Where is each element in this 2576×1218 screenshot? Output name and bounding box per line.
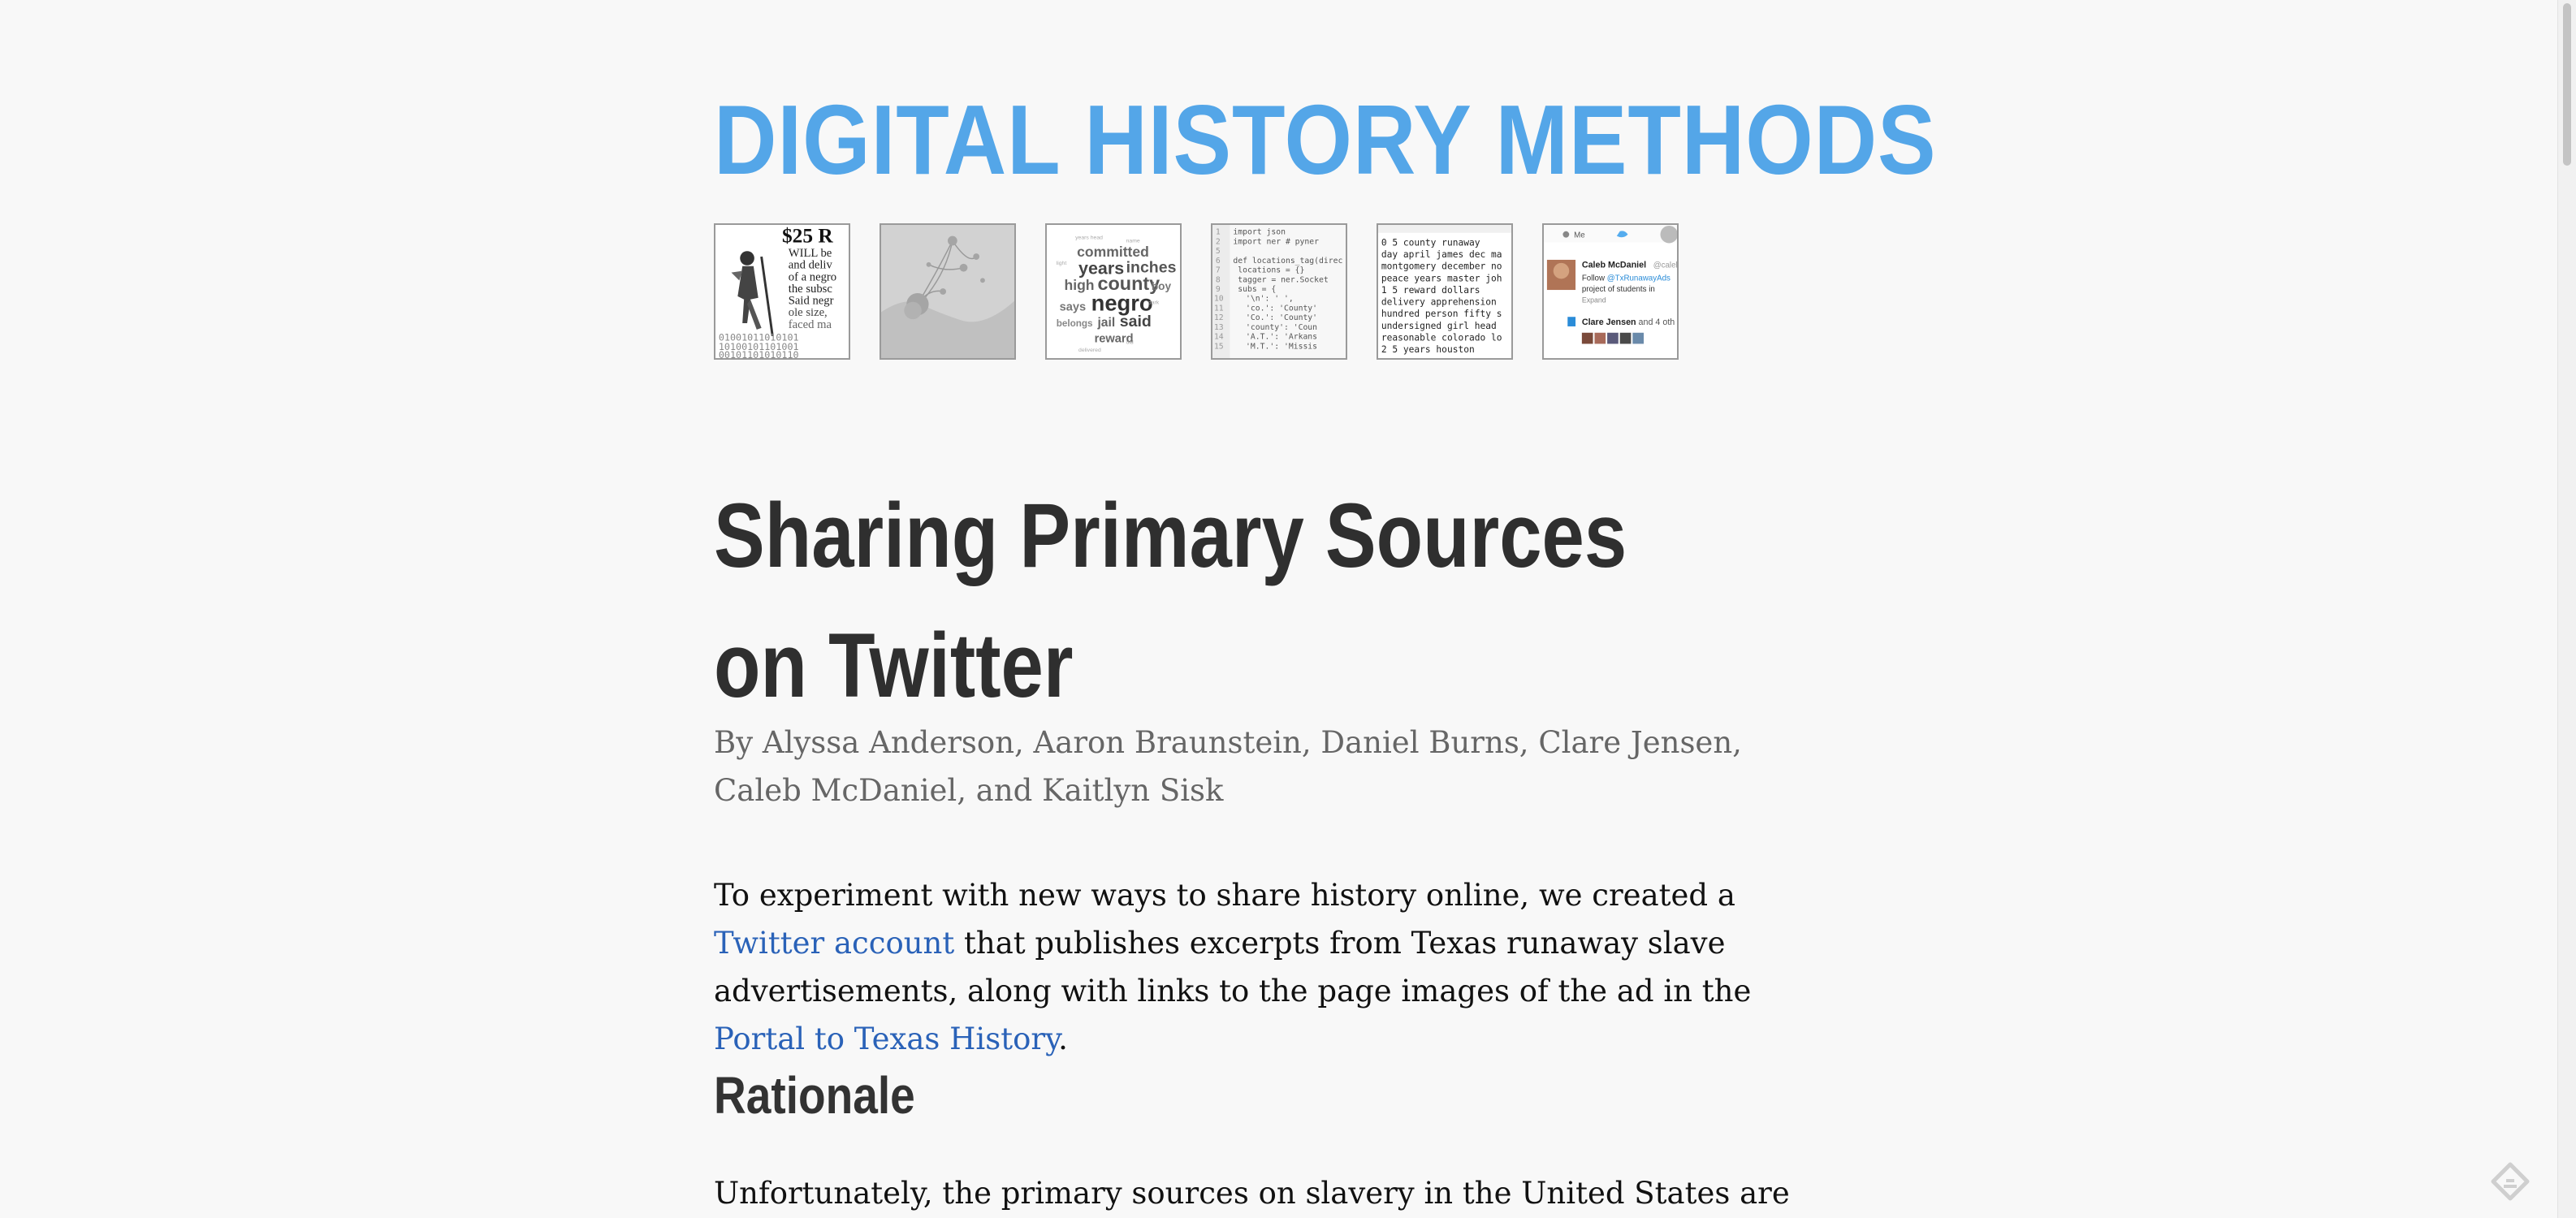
thumbnail-runaway-ad[interactable]: $25 R WILL be and deliv of a negro the s… xyxy=(714,223,850,360)
svg-text:years head: years head xyxy=(1075,235,1103,241)
svg-text:8: 8 xyxy=(1216,275,1221,284)
svg-text:belongs: belongs xyxy=(1057,318,1093,329)
section-heading-rationale: Rationale xyxy=(714,1066,915,1125)
svg-text:13: 13 xyxy=(1214,323,1224,332)
svg-text:9: 9 xyxy=(1216,285,1221,294)
twitter-account-link[interactable]: Twitter account xyxy=(714,926,955,961)
svg-text:of a negro: of a negro xyxy=(789,270,836,283)
site-title-link[interactable]: DIGITAL HISTORY METHODS xyxy=(714,84,1937,195)
runaway-ad-image: $25 R WILL be and deliv of a negro the s… xyxy=(715,225,849,358)
svg-text:6: 6 xyxy=(1216,257,1221,266)
svg-text:10: 10 xyxy=(1214,295,1224,304)
svg-text:reward: reward xyxy=(1095,332,1134,345)
svg-text:county: county xyxy=(1097,273,1160,294)
svg-text:15: 15 xyxy=(1214,342,1224,351)
svg-text:'A.T.': 'Arkans: 'A.T.': 'Arkans xyxy=(1246,333,1317,342)
svg-text:Follow @TxRunawayAds: Follow @TxRunawayAds xyxy=(1582,274,1671,283)
svg-text:Caleb McDaniel: Caleb McDaniel xyxy=(1582,261,1646,270)
svg-text:negro: negro xyxy=(1091,290,1153,315)
svg-text:faced ma: faced ma xyxy=(789,318,832,331)
svg-text:Said negr: Said negr xyxy=(789,295,834,308)
svg-text:old: old xyxy=(1126,339,1134,345)
svg-text:11: 11 xyxy=(1214,304,1224,313)
svg-text:delivered: delivered xyxy=(1078,348,1101,353)
svg-text:undersigned girl head: undersigned girl head xyxy=(1381,321,1497,331)
svg-text:tagger = ner.Socket: tagger = ner.Socket xyxy=(1238,275,1329,284)
svg-text:7: 7 xyxy=(1216,266,1221,275)
svg-text:light: light xyxy=(1057,261,1067,266)
svg-text:peace years master joh: peace years master joh xyxy=(1381,273,1502,283)
svg-text:'M.T.': 'Missis: 'M.T.': 'Missis xyxy=(1246,342,1317,351)
page-scrollbar[interactable] xyxy=(2557,0,2576,1218)
svg-text:def locations_tag(direc: def locations_tag(direc xyxy=(1233,257,1342,266)
svg-text:montgomery december no: montgomery december no xyxy=(1381,261,1502,272)
thumbnail-data-table[interactable]: 0 5 county runaway day april james dec m… xyxy=(1377,223,1513,360)
svg-text:Me: Me xyxy=(1574,231,1585,240)
post-title: Sharing Primary Sources on Twitter xyxy=(714,485,1627,716)
svg-text:the subsc: the subsc xyxy=(789,283,833,296)
svg-text:boy: boy xyxy=(1152,280,1172,292)
thumbnail-twitter-profile[interactable]: Me Caleb McDaniel @calebmcd Follow @TxRu… xyxy=(1542,223,1679,360)
svg-text:locations = {}: locations = {} xyxy=(1238,266,1304,275)
svg-text:'\n': ' ',: '\n': ' ', xyxy=(1246,295,1294,304)
svg-text:reasonable colorado lo: reasonable colorado lo xyxy=(1381,333,1502,343)
thumbnail-word-cloud[interactable]: committed years inches high county negro… xyxy=(1045,223,1182,360)
rationale-paragraph: Unfortunately, the primary sources on sl… xyxy=(714,1176,1790,1211)
svg-text:said: said xyxy=(1120,313,1152,330)
svg-text:WILL be: WILL be xyxy=(789,247,832,260)
svg-text:name: name xyxy=(1126,238,1140,244)
svg-text:01001011010101: 01001011010101 xyxy=(719,332,799,343)
svg-text:12: 12 xyxy=(1214,313,1224,322)
network-map-image xyxy=(881,225,1014,358)
svg-text:0 5 county runaway: 0 5 county runaway xyxy=(1381,237,1480,248)
svg-text:00101101010110: 00101101010110 xyxy=(719,349,799,358)
svg-text:says: says xyxy=(1060,300,1087,313)
svg-text:5: 5 xyxy=(1216,247,1221,256)
svg-text:import ner # pyner: import ner # pyner xyxy=(1233,237,1319,246)
feedly-icon-glyph xyxy=(2491,1162,2530,1201)
intro-text-start: To experiment with new ways to share his… xyxy=(714,878,1735,913)
svg-text:years: years xyxy=(1078,259,1124,279)
svg-text:day april james dec ma: day april james dec ma xyxy=(1381,249,1502,260)
scrollbar-thumb[interactable] xyxy=(2563,3,2571,166)
svg-text:'co.': 'County': 'co.': 'County' xyxy=(1246,304,1317,313)
svg-text:10100101101001: 10100101101001 xyxy=(719,341,799,352)
svg-text:14: 14 xyxy=(1214,333,1224,342)
svg-text:high: high xyxy=(1064,277,1094,293)
portal-to-texas-history-link[interactable]: Portal to Texas History xyxy=(714,1021,1059,1056)
intro-text-end: . xyxy=(1058,1021,1068,1056)
post-byline: By Alyssa Anderson, Aaron Braunstein, Da… xyxy=(714,725,1742,808)
svg-text:@calebmcd: @calebmcd xyxy=(1653,261,1677,270)
svg-text:subs = {: subs = { xyxy=(1238,285,1276,294)
thumbnail-strip: $25 R WILL be and deliv of a negro the s… xyxy=(714,223,1679,360)
twitter-profile-image: Me Caleb McDaniel @calebmcd Follow @TxRu… xyxy=(1544,225,1677,358)
svg-text:2 5 years houston: 2 5 years houston xyxy=(1381,344,1475,355)
svg-text:hundred person fifty s: hundred person fifty s xyxy=(1381,309,1502,319)
svg-text:jail: jail xyxy=(1096,316,1115,330)
svg-text:1 5 reward dollars: 1 5 reward dollars xyxy=(1381,285,1480,296)
svg-text:import json: import json xyxy=(1233,228,1286,237)
svg-text:committed: committed xyxy=(1077,244,1149,260)
svg-text:inches: inches xyxy=(1126,259,1177,277)
svg-text:'Co.': 'County': 'Co.': 'County' xyxy=(1246,313,1317,322)
svg-text:project of students in: project of students in xyxy=(1582,285,1655,294)
svg-text:and deliv: and deliv xyxy=(789,259,833,272)
svg-text:1: 1 xyxy=(1216,228,1221,237)
svg-text:Expand: Expand xyxy=(1582,296,1606,304)
data-table-image: 0 5 county runaway day april james dec m… xyxy=(1378,225,1511,358)
svg-text:2: 2 xyxy=(1216,237,1221,246)
svg-text:ole size,: ole size, xyxy=(789,306,828,319)
feedly-icon[interactable] xyxy=(2490,1161,2531,1202)
svg-text:'county': 'Coun: 'county': 'Coun xyxy=(1246,323,1317,332)
intro-paragraph: To experiment with new ways to share his… xyxy=(714,871,1802,1063)
svg-text:Clare Jensen and 4 oth: Clare Jensen and 4 oth xyxy=(1582,317,1675,327)
svg-text:$25 R: $25 R xyxy=(782,225,833,247)
word-cloud-image: committed years inches high county negro… xyxy=(1047,225,1180,358)
thumbnail-network-map[interactable] xyxy=(880,223,1016,360)
intro-text-middle: that publishes excerpts from Texas runaw… xyxy=(714,926,1752,1009)
svg-text:dark: dark xyxy=(1148,300,1160,306)
svg-text:delivery apprehension: delivery apprehension xyxy=(1381,297,1497,308)
